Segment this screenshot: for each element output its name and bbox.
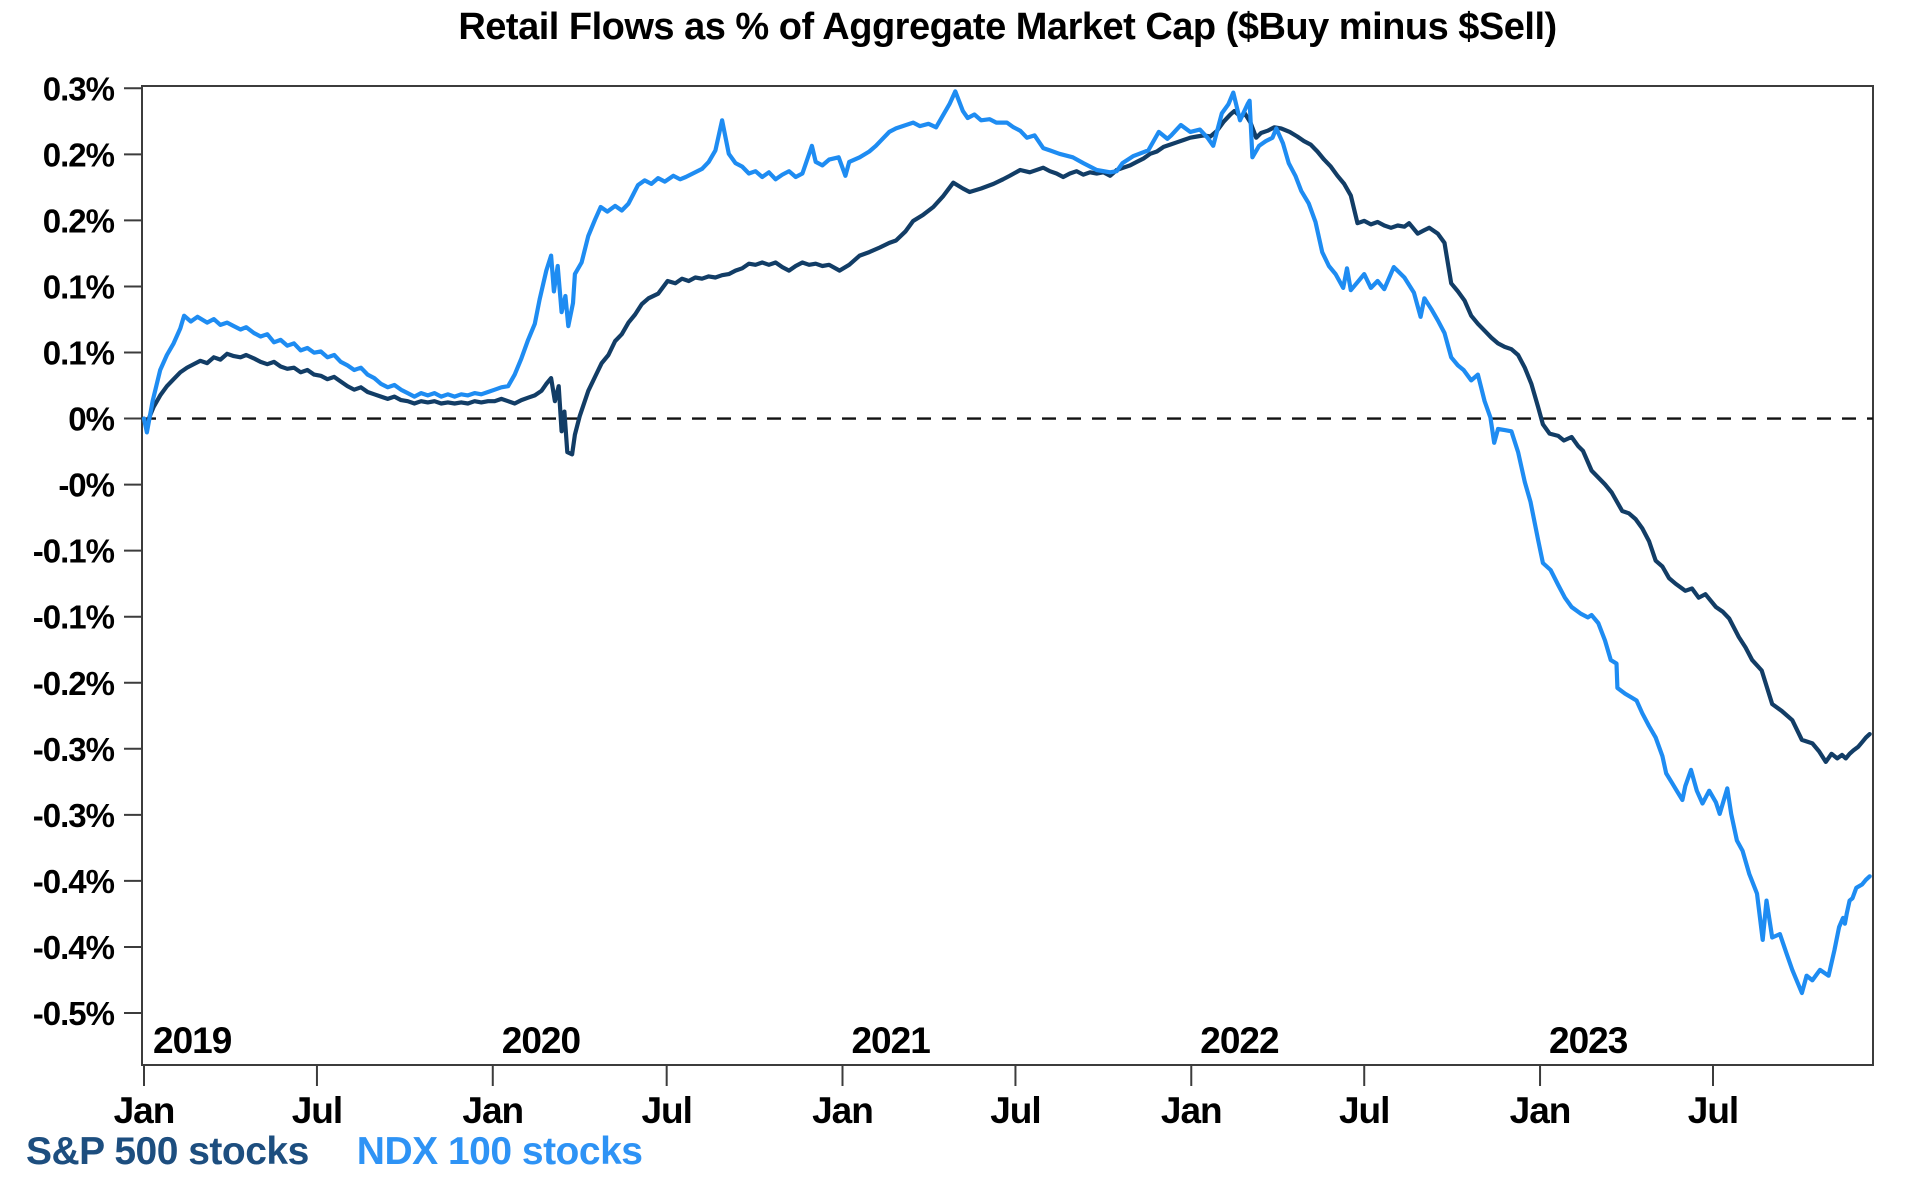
x-tick-label: Jul [1688, 1090, 1738, 1131]
y-tick-label: -0.3% [33, 731, 115, 768]
y-tick-label: -0.1% [33, 599, 115, 636]
ndx100-line [141, 89, 1872, 996]
x-tick-label: Jan [1161, 1090, 1222, 1131]
year-label: 2022 [1200, 1020, 1279, 1061]
legend: S&P 500 stocks NDX 100 stocks [26, 1130, 643, 1174]
x-tick-label: Jul [641, 1090, 691, 1131]
y-tick-label: 0.2% [43, 136, 115, 173]
y-tick-label: -0.1% [33, 533, 115, 570]
legend-item-ndx100-stocks: NDX 100 stocks [356, 1130, 643, 1173]
x-tick-label: Jan [462, 1090, 523, 1131]
y-tick-label: -0.2% [33, 665, 115, 702]
x-tick-label: Jul [1339, 1090, 1389, 1131]
x-tick-label: Jul [990, 1090, 1040, 1131]
x-tick-label: Jan [812, 1090, 873, 1131]
chart-title: Retail Flows as % of Aggregate Market Ca… [458, 6, 1557, 48]
year-label: 2023 [1549, 1020, 1628, 1061]
y-tick-label: -0.3% [33, 797, 115, 834]
y-tick-label: 0.1% [43, 268, 115, 305]
y-tick-label: -0.4% [33, 929, 115, 966]
year-label: 2020 [502, 1020, 581, 1061]
x-tick-label: Jan [1510, 1090, 1571, 1131]
x-tick-label: Jul [292, 1090, 342, 1131]
y-tick-label: 0% [68, 401, 114, 438]
sp500-line [141, 108, 1872, 765]
year-label: 2019 [153, 1020, 232, 1061]
x-tick-label: Jan [114, 1090, 175, 1131]
plot-border [141, 85, 1874, 1066]
year-label: 2021 [851, 1020, 930, 1061]
y-tick-label: -0.4% [33, 863, 115, 900]
legend-item-sp500-stocks: S&P 500 stocks [26, 1130, 309, 1173]
y-tick-label: 0.3% [43, 70, 115, 107]
y-tick-label: 0.2% [43, 202, 115, 239]
y-tick-label: 0.1% [43, 335, 115, 372]
y-tick-label: -0.5% [33, 995, 115, 1032]
y-tick-label: -0% [58, 467, 114, 504]
